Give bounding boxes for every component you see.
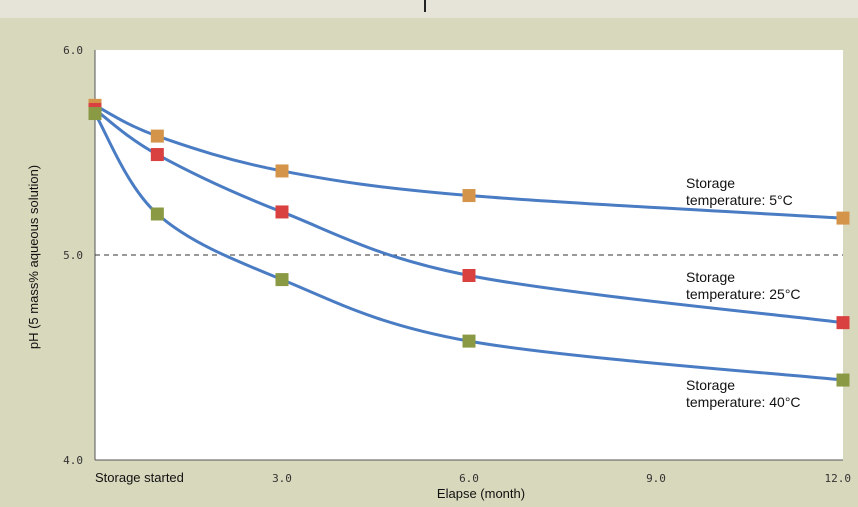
series-label-25c: temperature: 25°C — [686, 286, 801, 302]
series-label-40c: Storage — [686, 377, 735, 393]
x-tick-labels: Storage started 3.0 6.0 9.0 12.0 — [95, 470, 851, 485]
marker-40c — [150, 207, 164, 221]
marker-40c — [462, 334, 476, 348]
series-label-5c: temperature: 5°C — [686, 192, 793, 208]
x-tick-label: 12.0 — [825, 472, 852, 485]
y-tick-label: 4.0 — [63, 454, 83, 467]
y-tick-label: 5.0 — [63, 249, 83, 262]
x-tick-label: Storage started — [95, 470, 184, 485]
series-markers — [88, 98, 850, 387]
marker-5c — [462, 189, 476, 203]
marker-25c — [150, 148, 164, 162]
y-tick-label: 6.0 — [63, 44, 83, 57]
marker-25c — [462, 269, 476, 282]
series-label-5c: Storage — [686, 175, 735, 191]
top-tick-mark — [424, 0, 426, 12]
marker-25c — [275, 205, 289, 219]
x-axis-title: Elapse (month) — [437, 486, 525, 501]
x-tick-label: 9.0 — [646, 472, 666, 485]
marker-40c — [88, 107, 102, 121]
marker-5c — [150, 129, 164, 143]
top-band — [0, 0, 858, 18]
series-label-25c: Storage — [686, 269, 735, 285]
marker-5c — [836, 211, 850, 225]
x-tick-label: 6.0 — [459, 472, 479, 485]
marker-5c — [275, 164, 289, 178]
marker-25c — [836, 316, 850, 330]
marker-40c — [275, 273, 289, 287]
marker-40c — [836, 373, 850, 387]
series-label-40c: temperature: 40°C — [686, 394, 801, 410]
series-line-40c — [93, 112, 844, 382]
x-tick-label: 3.0 — [272, 472, 292, 485]
y-axis-title: pH (5 mass% aqueous solution) — [26, 165, 41, 349]
y-tick-labels: 4.0 5.0 6.0 — [63, 44, 83, 467]
